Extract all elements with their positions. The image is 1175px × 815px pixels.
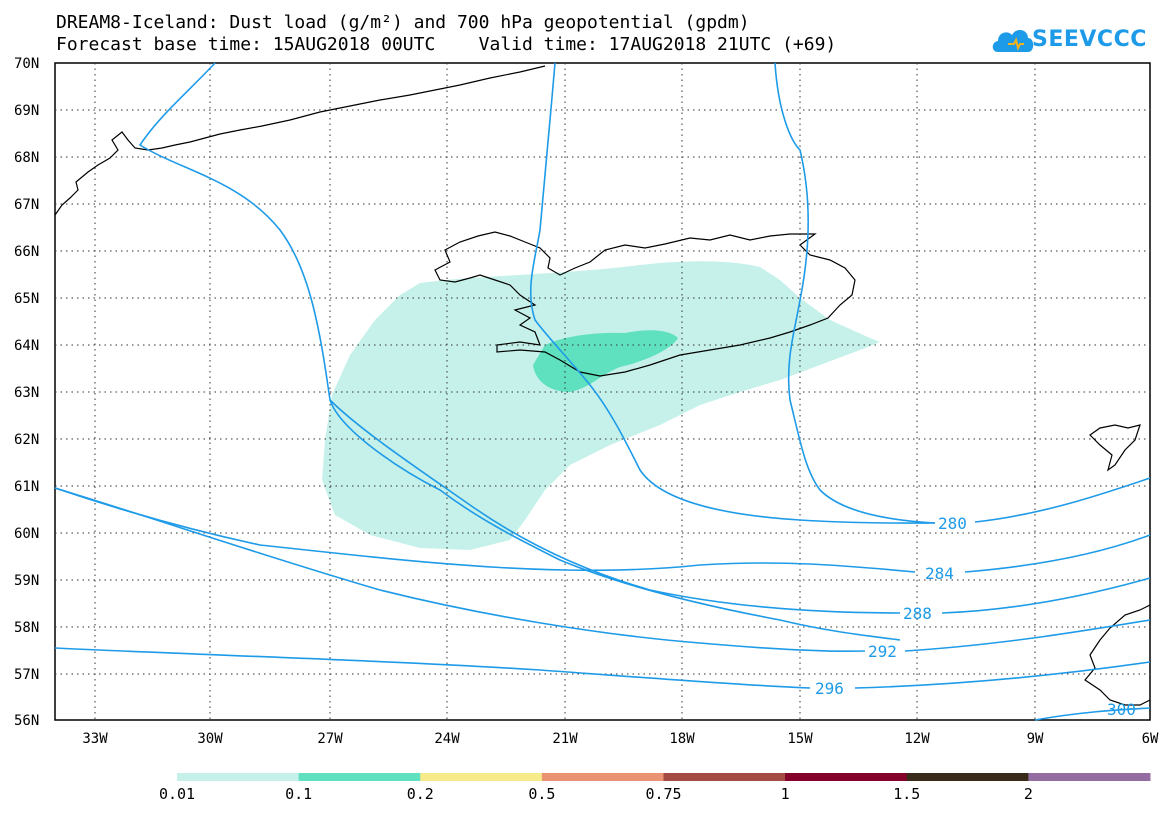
lat-label: 59N: [14, 573, 39, 589]
lon-label: 21W: [552, 731, 578, 747]
lon-label: 30W: [197, 731, 223, 747]
dust-area-0.01: [322, 261, 880, 550]
contour-a: [138, 62, 901, 641]
lat-label: 69N: [14, 103, 39, 119]
colorbar-swatch: [541, 773, 664, 781]
contour-280-east: [974, 477, 1151, 523]
lon-label: 15W: [787, 731, 813, 747]
colorbar-swatch: [785, 773, 908, 781]
contour-296: [54, 647, 1151, 689]
lat-label: 62N: [14, 432, 39, 448]
contour-300: [1034, 707, 1151, 721]
lat-label: 63N: [14, 385, 39, 401]
colorbar-swatch: [663, 773, 786, 781]
coastline-scotland: [1084, 604, 1151, 706]
geopotential-contours: [54, 62, 1151, 721]
colorbar-swatch: [298, 773, 421, 781]
dust-area-0.1: [533, 330, 678, 392]
lon-label: 24W: [434, 731, 460, 747]
colorbar-label: 0.1: [285, 785, 312, 803]
colorbar-label: 0.5: [528, 785, 555, 803]
colorbar-label: 1: [781, 785, 790, 803]
lat-label: 64N: [14, 338, 39, 354]
lon-label: 18W: [669, 731, 695, 747]
lat-label: 57N: [14, 667, 39, 683]
contour-label-292: 292: [868, 642, 897, 661]
cloud-icon: [992, 29, 1034, 52]
contour-label-288: 288: [903, 604, 932, 623]
colorbar-label: 0.2: [407, 785, 434, 803]
map-title: DREAM8-Iceland: Dust load (g/m²) and 700…: [56, 12, 750, 33]
dust-area-0.01-b: [620, 286, 720, 306]
colorbar-label: 2: [1024, 785, 1033, 803]
coastline-faroes: [1089, 424, 1141, 472]
contour-label-296: 296: [815, 679, 844, 698]
coastline: [54, 65, 1151, 706]
lat-label: 68N: [14, 150, 39, 166]
colorbar-label: 1.5: [893, 785, 920, 803]
contour-284: [54, 487, 1151, 573]
contour-b: [529, 62, 936, 524]
colorbar: 0.01 0.1 0.2 0.5 0.75 1 1.5 2: [159, 773, 1151, 803]
lon-label: 9W: [1027, 731, 1044, 747]
graticule: [55, 63, 1150, 720]
contour-c: [774, 62, 936, 524]
contour-292: [54, 487, 1151, 653]
lat-label: 56N: [14, 713, 39, 729]
colorbar-label: 0.75: [645, 785, 681, 803]
map-subtitle: Forecast base time: 15AUG2018 00UTC Vali…: [56, 34, 837, 55]
contour-label-280: 280: [938, 514, 967, 533]
contour-label-300: 300: [1107, 700, 1136, 719]
lat-label: 65N: [14, 291, 39, 307]
logo-text: SEEVCCC: [1032, 27, 1147, 52]
coastline-iceland: [434, 231, 856, 377]
colorbar-swatch: [1028, 773, 1151, 781]
lat-label: 66N: [14, 244, 39, 260]
colorbar-swatch: [420, 773, 543, 781]
coastline-greenland: [54, 65, 546, 216]
lat-label: 67N: [14, 197, 39, 213]
lat-labels: 70N 69N 68N 67N 66N 65N 64N 63N 62N 61N …: [14, 56, 39, 729]
contour-label-284: 284: [925, 564, 954, 583]
lon-label: 33W: [82, 731, 108, 747]
colorbar-swatch: [177, 773, 300, 781]
colorbar-label: 0.01: [159, 785, 195, 803]
lat-label: 61N: [14, 479, 39, 495]
lat-label: 60N: [14, 526, 39, 542]
lat-label: 58N: [14, 620, 39, 636]
lon-labels: 33W 30W 27W 24W 21W 18W 15W 12W 9W 6W: [82, 731, 1159, 747]
lon-label: 27W: [317, 731, 343, 747]
contour-288: [329, 399, 1151, 614]
lon-label: 12W: [904, 731, 930, 747]
colorbar-swatch: [906, 773, 1029, 781]
lat-label: 70N: [14, 56, 39, 72]
lon-label: 6W: [1142, 731, 1159, 747]
